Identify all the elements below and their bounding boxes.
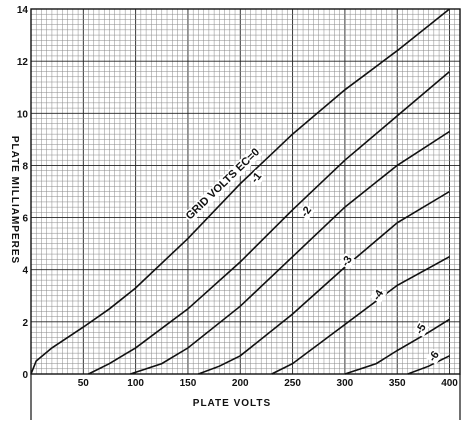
x-tick-label: 150 <box>180 378 197 389</box>
series-label-background <box>248 169 265 187</box>
series-line-2 <box>130 130 450 375</box>
plot-frame <box>30 8 461 375</box>
y-tick-label: 0 <box>22 370 28 381</box>
x-tick-labels: 50 100 150 200 250 300 350 400 <box>78 378 459 389</box>
x-tick-label: 350 <box>389 378 406 389</box>
x-tick-label: 50 <box>78 378 90 389</box>
series-line-3 <box>198 190 450 375</box>
y-axis-title: PLATE MILLIAMPERES <box>9 136 20 264</box>
chart-series <box>30 8 451 375</box>
series-line-0 <box>30 8 450 375</box>
series-label-background <box>338 253 356 270</box>
series-line-4 <box>271 255 450 375</box>
y-tick-label: 14 <box>17 5 29 16</box>
series-label-background <box>370 286 388 304</box>
x-tick-label: 300 <box>337 378 354 389</box>
chart-curve-labels: GRID VOLTS EC=0-1-2-3-4-5-6 <box>183 145 443 365</box>
series-label-3: -3 <box>339 254 354 269</box>
y-tick-labels: 0 2 4 6 8 10 12 14 <box>17 5 29 381</box>
x-tick-label: 250 <box>284 378 301 389</box>
x-tick-label: 400 <box>441 378 458 389</box>
series-line-1 <box>88 70 451 375</box>
y-tick-label: 6 <box>22 214 28 225</box>
x-tick-label: 100 <box>127 378 144 389</box>
y-tick-label: 10 <box>17 109 29 120</box>
y-tick-label: 12 <box>17 57 29 68</box>
series-label-background <box>412 321 430 338</box>
x-axis-title: PLATE VOLTS <box>193 398 271 409</box>
series-label-background <box>183 145 263 224</box>
series-line-5 <box>344 318 450 375</box>
y-tick-label: 2 <box>22 318 28 329</box>
series-label-background <box>425 348 443 365</box>
chart-grid <box>30 8 461 420</box>
series-label-0: GRID VOLTS EC=0 <box>184 146 262 222</box>
series-line-6 <box>407 355 450 375</box>
series-label-2: -2 <box>299 204 314 219</box>
y-tick-label: 4 <box>22 266 28 277</box>
x-tick-label: 200 <box>232 378 249 389</box>
series-label-background <box>298 203 315 221</box>
y-tick-label: 8 <box>22 161 28 172</box>
